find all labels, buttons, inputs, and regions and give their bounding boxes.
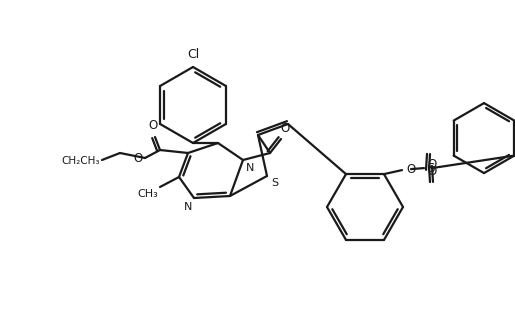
Text: O: O — [134, 152, 143, 165]
Text: O: O — [427, 158, 437, 171]
Text: CH₃: CH₃ — [138, 189, 158, 199]
Text: CH₂CH₃: CH₂CH₃ — [61, 156, 100, 166]
Text: Cl: Cl — [187, 48, 199, 61]
Text: N: N — [184, 202, 192, 212]
Text: O: O — [280, 122, 289, 135]
Text: O: O — [406, 163, 415, 175]
Text: O: O — [427, 165, 437, 178]
Text: S: S — [271, 178, 278, 188]
Text: N: N — [246, 163, 254, 173]
Text: O: O — [148, 119, 158, 132]
Text: S: S — [427, 162, 434, 175]
